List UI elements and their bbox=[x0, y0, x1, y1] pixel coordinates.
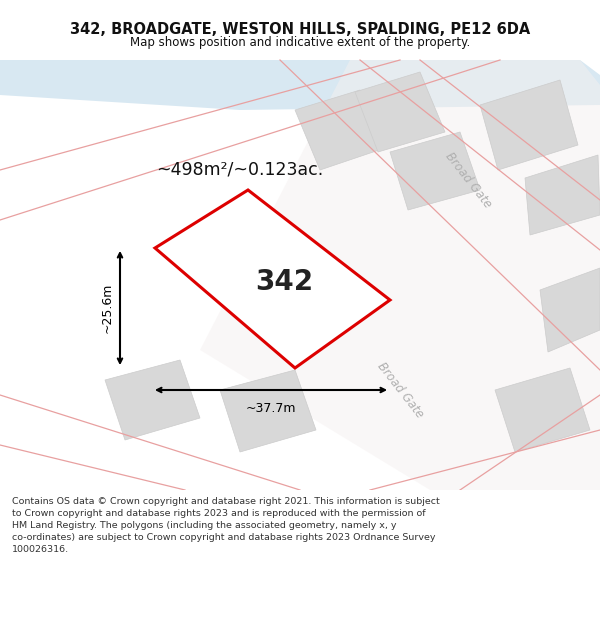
Polygon shape bbox=[295, 90, 385, 170]
Text: Map shows position and indicative extent of the property.: Map shows position and indicative extent… bbox=[130, 36, 470, 49]
Polygon shape bbox=[495, 368, 590, 452]
Polygon shape bbox=[200, 60, 600, 490]
Text: Broad Gate: Broad Gate bbox=[374, 359, 426, 421]
Text: ~25.6m: ~25.6m bbox=[101, 282, 114, 333]
Polygon shape bbox=[155, 190, 390, 368]
Text: 342: 342 bbox=[255, 268, 313, 296]
Polygon shape bbox=[220, 370, 316, 452]
Polygon shape bbox=[540, 268, 600, 352]
Text: ~37.7m: ~37.7m bbox=[246, 402, 296, 415]
Polygon shape bbox=[105, 360, 200, 440]
Text: Contains OS data © Crown copyright and database right 2021. This information is : Contains OS data © Crown copyright and d… bbox=[12, 497, 440, 554]
Polygon shape bbox=[525, 155, 600, 235]
Polygon shape bbox=[355, 72, 445, 152]
Polygon shape bbox=[480, 80, 578, 170]
Polygon shape bbox=[0, 60, 600, 110]
Polygon shape bbox=[390, 132, 480, 210]
Text: Broad Gate: Broad Gate bbox=[442, 149, 494, 211]
Text: 342, BROADGATE, WESTON HILLS, SPALDING, PE12 6DA: 342, BROADGATE, WESTON HILLS, SPALDING, … bbox=[70, 22, 530, 38]
Text: ~498m²/~0.123ac.: ~498m²/~0.123ac. bbox=[157, 160, 323, 178]
